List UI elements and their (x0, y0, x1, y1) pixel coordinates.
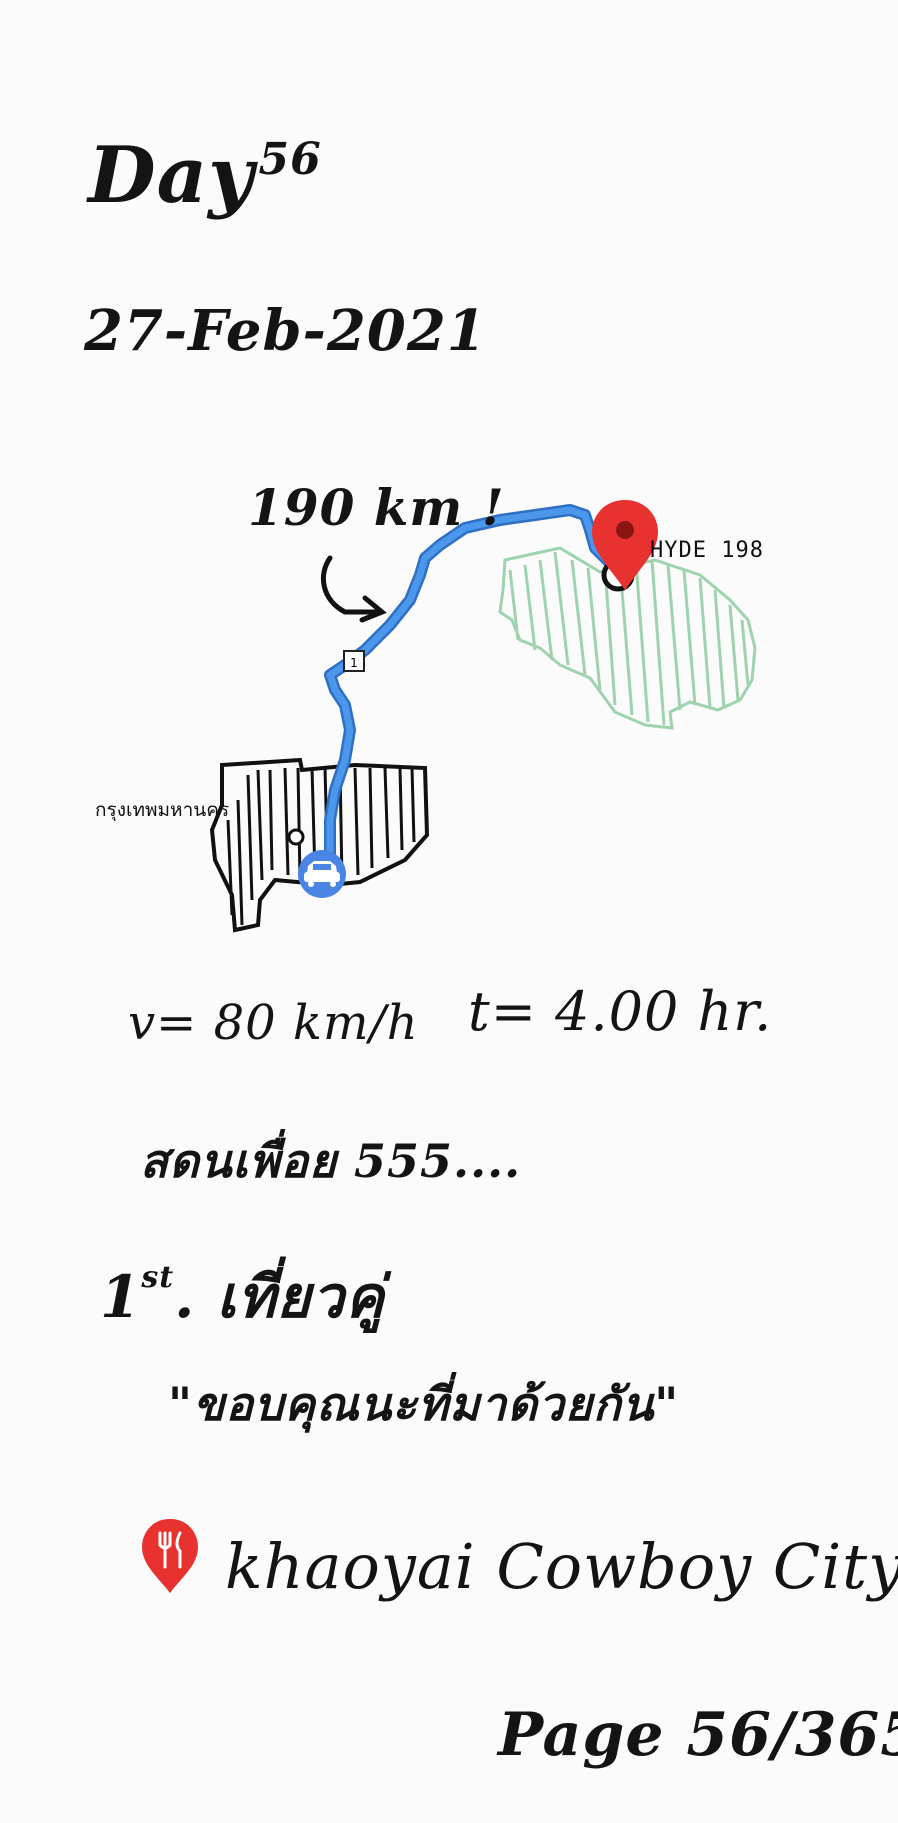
destination-label: HYDE 198 (650, 538, 764, 563)
distance-note: 190 km ! (248, 478, 505, 537)
park-area (498, 546, 757, 730)
thai-note: สดนเพื่อย 555.... (140, 1134, 522, 1188)
restaurant-pin-icon (142, 1519, 198, 1593)
time-note: t= 4.00 hr. (468, 980, 773, 1043)
day-number: 56 (258, 134, 322, 185)
route-map: 1 (209, 500, 757, 933)
entry-date: 27-Feb-2021 (84, 298, 487, 364)
speed-note: v= 80 km/h (128, 995, 419, 1051)
origin-label: กรุงเทพมหานคร (95, 799, 230, 821)
place-name: khaoyai Cowboy City (225, 1530, 898, 1603)
bangkok-area (209, 757, 430, 933)
first-trip-note: 1st. เที่ยวคู่ (100, 1250, 385, 1343)
page-number: Page 56/365. (498, 1700, 898, 1770)
location-pin-icon (592, 500, 658, 590)
car-icon (298, 850, 346, 898)
first-suffix: . เที่ยวคู่ (174, 1263, 385, 1331)
quote-note: "ขอบคุณนะที่มาด้วยกัน" (168, 1377, 680, 1431)
day-label: Day (88, 130, 255, 221)
day-title: Day56 (88, 130, 322, 221)
arrow-icon (320, 555, 387, 623)
first-sup: st (141, 1260, 175, 1295)
first-prefix: 1 (100, 1263, 142, 1331)
highway-shield-icon: 1 (343, 650, 365, 672)
route-marker-text: 1 (350, 656, 358, 670)
origin-dot-icon (287, 828, 305, 846)
